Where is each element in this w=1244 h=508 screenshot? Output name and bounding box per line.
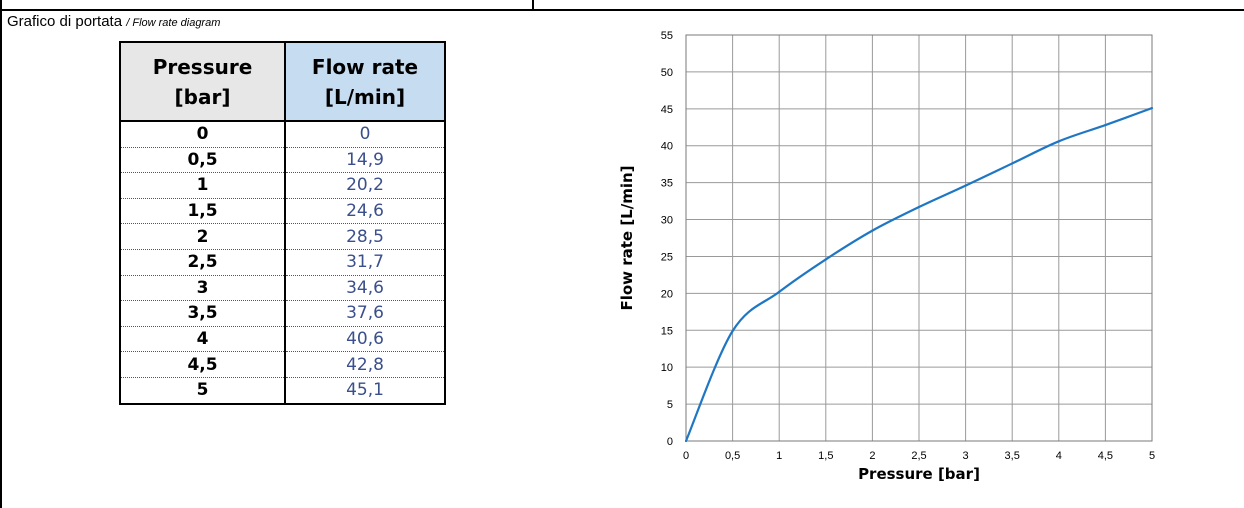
- flow-cell: 34,6: [284, 275, 446, 302]
- x-tick-label: 0: [683, 450, 689, 462]
- pressure-cell: 0: [119, 119, 286, 148]
- table-row: 4 40,6: [119, 326, 446, 353]
- data-point: [1150, 106, 1154, 110]
- flow-cell: 37,6: [284, 300, 446, 327]
- data-point: [1011, 162, 1014, 165]
- pressure-cell: 3: [119, 275, 286, 302]
- table-row: 0,5 14,9: [119, 147, 446, 174]
- data-point: [1104, 123, 1107, 127]
- pressure-cell: 0,5: [119, 147, 286, 174]
- y-tick-label: 15: [661, 325, 673, 337]
- y-tick-label: 50: [661, 67, 673, 79]
- y-tick-label: 45: [661, 104, 673, 116]
- pressure-cell: 3,5: [119, 300, 286, 327]
- pressure-header-line1: Pressure: [152, 54, 253, 79]
- table-row: 4,5 42,8: [119, 351, 446, 378]
- flow-cell: 42,8: [284, 351, 446, 378]
- data-point: [1057, 140, 1060, 143]
- chart-grid: [685, 34, 1153, 442]
- x-axis-title: Pressure [bar]: [858, 465, 980, 483]
- flow-cell: 28,5: [284, 223, 446, 250]
- y-tick-label: 35: [661, 178, 673, 190]
- data-point: [824, 258, 827, 261]
- x-tick-label: 1,5: [818, 450, 833, 462]
- pressure-cell: 2,5: [119, 249, 286, 276]
- x-tick-label: 4,5: [1098, 450, 1113, 462]
- title-sub: / Flow rate diagram: [126, 17, 221, 29]
- y-tick-label: 20: [661, 288, 673, 300]
- pressure-cell: 4,5: [119, 351, 286, 378]
- flow-cell: 31,7: [284, 249, 446, 276]
- table-row: 1,5 24,6: [119, 198, 446, 225]
- y-tick-label: 30: [661, 215, 673, 227]
- page-title: Grafico di portata / Flow rate diagram: [7, 13, 220, 30]
- table-row: 2 28,5: [119, 223, 446, 250]
- x-tick-label: 3: [963, 450, 969, 462]
- frame-left-border: [0, 0, 2, 508]
- data-point: [964, 184, 967, 187]
- data-point: [684, 439, 688, 443]
- x-tick-label: 0,5: [725, 450, 740, 462]
- x-tick-label: 3,5: [1005, 450, 1020, 462]
- pressure-cell: 5: [119, 377, 286, 405]
- y-tick-label: 40: [661, 141, 673, 153]
- flow-header-line1: Flow rate: [311, 54, 419, 79]
- pressure-cell: 2: [119, 223, 286, 250]
- pressure-column-header: Pressure [bar]: [119, 41, 286, 122]
- pressure-header-line2: [bar]: [174, 84, 231, 109]
- title-main: Grafico di portata: [7, 13, 123, 30]
- table-row: 1 20,2: [119, 172, 446, 199]
- table-row: 3,5 37,6: [119, 300, 446, 327]
- x-tick-label: 5: [1149, 450, 1155, 462]
- flow-cell: 20,2: [284, 172, 446, 199]
- flow-cell: 0: [284, 119, 446, 148]
- flow-rate-chart: 0 0,5 1 1,5 2 2,5 3 3,5 4 4,5 50510152025303540455…: [618, 30, 1155, 483]
- flow-cell: 40,6: [284, 326, 446, 353]
- pressure-cell: 4: [119, 326, 286, 353]
- y-axis-title: Flow rate [L/min]: [618, 165, 636, 310]
- table-row: 3 34,6: [119, 275, 446, 302]
- flow-cell: 24,6: [284, 198, 446, 225]
- frame-divider: [532, 0, 534, 9]
- plot-area-border: [685, 34, 1153, 442]
- x-tick-label: 2: [869, 450, 875, 462]
- table-body: 0 0 0,5 14,9 1 20,2 1,5 24,6 2 28,5 2,5 31,7 3 34,6 3,…: [119, 119, 446, 405]
- table-row: 5 45,1: [119, 377, 446, 405]
- data-point: [917, 205, 921, 209]
- data-point: [871, 229, 874, 232]
- y-tick-label: 25: [661, 251, 673, 263]
- flow-rate-table: Pressure [bar] Flow rate [L/min] 0 0 0,5 14…: [119, 41, 446, 405]
- data-point: [731, 329, 734, 333]
- x-tick-label: 4: [1056, 450, 1062, 462]
- y-tick-label: 10: [661, 362, 673, 374]
- y-tick-label: 0: [667, 436, 673, 448]
- frame-top-border: [0, 9, 1244, 11]
- y-tick-label: 5: [667, 399, 673, 411]
- y-tick-label: 55: [661, 30, 673, 42]
- data-point: [778, 290, 781, 293]
- x-tick-label: 1: [776, 450, 782, 462]
- flow-rate-line: [684, 107, 1153, 442]
- flow-column-header: Flow rate [L/min]: [284, 41, 446, 122]
- pressure-cell: 1: [119, 172, 286, 199]
- x-tick-label: 2,5: [911, 450, 926, 462]
- table-row: 2,5 31,7: [119, 249, 446, 276]
- pressure-cell: 1,5: [119, 198, 286, 225]
- flow-cell: 14,9: [284, 147, 446, 174]
- flow-header-line2: [L/min]: [324, 84, 406, 109]
- chart-tick-labels: 0 0,5 1 1,5 2 2,5 3 3,5 4 4,5 50510152025303540455…: [661, 30, 1155, 462]
- flow-cell: 45,1: [284, 377, 446, 405]
- table-header-row: Pressure [bar] Flow rate [L/min]: [119, 41, 446, 122]
- chart-series: [684, 106, 1154, 443]
